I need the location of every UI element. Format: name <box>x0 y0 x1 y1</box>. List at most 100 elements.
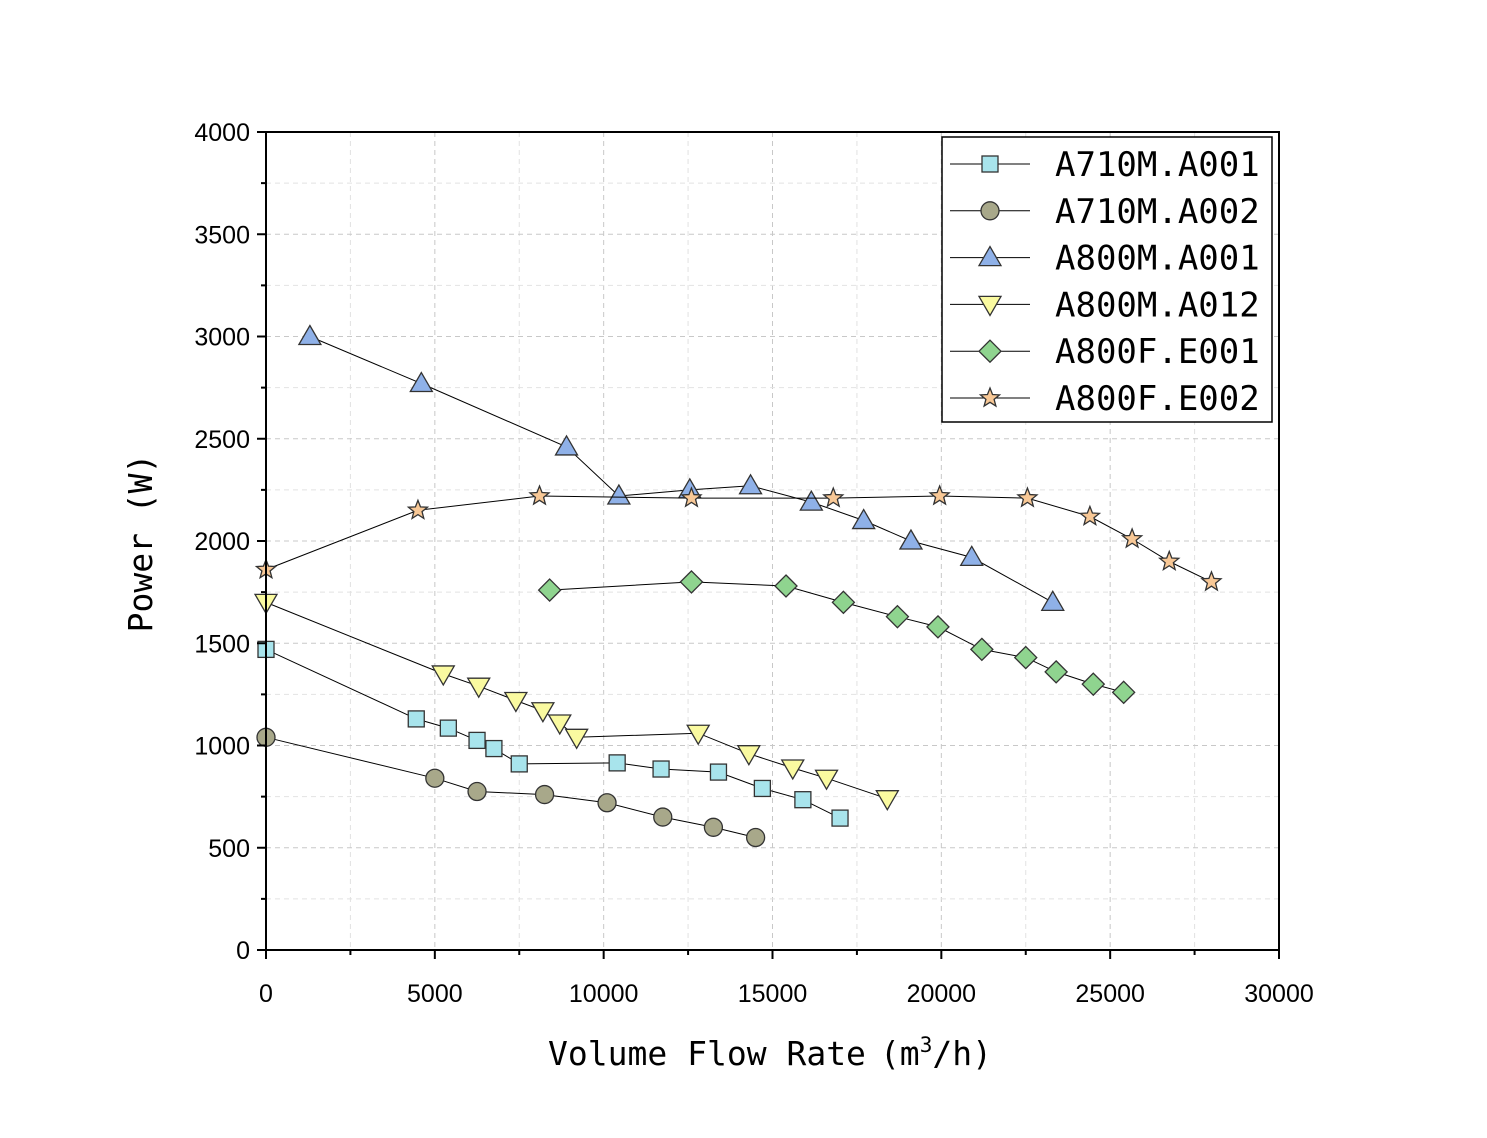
data-point <box>799 489 824 511</box>
data-point <box>875 790 900 811</box>
data-point <box>431 665 456 687</box>
data-point <box>851 508 876 530</box>
x-tick-label: 5000 <box>407 980 463 1008</box>
legend-label: A710M.A002 <box>1055 192 1260 232</box>
data-point <box>468 731 486 750</box>
data-point <box>1078 504 1102 527</box>
data-point <box>608 754 626 772</box>
data-point <box>1158 549 1181 571</box>
data-point <box>885 604 910 629</box>
data-point <box>898 528 924 550</box>
grid-lines <box>266 132 1279 950</box>
series-A800F.E002 <box>254 484 1223 592</box>
x-tick-label: 15000 <box>738 980 808 1008</box>
data-point <box>547 714 572 736</box>
data-point <box>466 677 491 699</box>
series-A800F.E001 <box>537 569 1136 705</box>
data-point <box>530 702 556 724</box>
legend-item: A710M.A001 <box>950 145 1260 185</box>
data-point <box>969 637 994 662</box>
y-tick-label: 2000 <box>194 528 250 556</box>
data-point <box>653 807 673 827</box>
legend-item: A800M.A012 <box>950 285 1260 325</box>
data-point <box>831 590 856 615</box>
series-A710M.A002 <box>256 727 766 848</box>
data-point <box>407 710 425 728</box>
data-point <box>297 324 323 346</box>
data-point <box>537 578 562 602</box>
data-point <box>597 793 617 813</box>
data-point <box>959 545 984 567</box>
data-point <box>1013 645 1038 670</box>
legend-box <box>941 136 1273 423</box>
data-point <box>831 809 849 827</box>
data-point <box>780 759 805 781</box>
x-axis-title-unit-prefix: (m <box>880 1034 920 1073</box>
y-tick-label: 1500 <box>194 630 250 658</box>
data-point <box>485 739 503 758</box>
legend-label: A800F.E001 <box>1055 332 1260 372</box>
data-point <box>1016 486 1039 508</box>
legend: A710M.A001 A710M.A002 A800M.A001 A800M.A012… <box>941 136 1273 423</box>
data-point <box>564 728 589 750</box>
legend-item: A800F.E001 <box>950 332 1260 372</box>
legend-item: A800F.E002 <box>950 379 1260 419</box>
series-A800M.A001 <box>297 324 1065 611</box>
data-point <box>425 768 445 788</box>
data-point <box>686 724 711 746</box>
data-point <box>467 781 487 802</box>
data-point <box>1040 590 1065 611</box>
data-point <box>503 691 529 713</box>
x-tick-label: 10000 <box>569 980 639 1008</box>
legend-item: A710M.A002 <box>950 192 1260 232</box>
data-point <box>1081 672 1106 697</box>
data-point <box>753 779 772 798</box>
legend-marker <box>978 386 1002 408</box>
y-tick-label: 2500 <box>194 426 250 454</box>
x-tick-label: 20000 <box>907 980 977 1008</box>
data-point <box>534 784 555 805</box>
data-point <box>554 434 579 456</box>
series-A800M.A012 <box>253 593 900 811</box>
data-point <box>822 486 845 508</box>
y-axis-title: Power (W) <box>121 454 160 633</box>
legend-label: A800M.A001 <box>1055 239 1260 279</box>
data-point <box>703 817 724 837</box>
legend-item: A800M.A001 <box>950 239 1260 279</box>
data-point <box>606 483 631 505</box>
legend-marker <box>977 245 1003 267</box>
data-point <box>709 763 728 781</box>
data-point <box>1111 680 1136 705</box>
x-tick-label: 25000 <box>1075 980 1145 1008</box>
x-axis-title-main: Volume Flow Rate <box>548 1034 866 1073</box>
legend-marker <box>981 155 999 173</box>
x-axis-title-unit-suffix: /h) <box>932 1034 992 1073</box>
data-point <box>439 719 457 737</box>
legend-marker <box>978 339 1002 364</box>
y-tick-label: 0 <box>236 937 250 965</box>
data-point <box>652 760 670 778</box>
x-tick-label: 0 <box>259 980 273 1008</box>
data-point <box>510 755 528 773</box>
y-tick-label: 1000 <box>194 733 250 761</box>
axes: 0 5000 10000 15000 20000 25000 30000 0 500 1000 15… <box>194 119 1313 1008</box>
series-A710M.A001 <box>257 640 849 827</box>
data-point <box>1120 527 1144 549</box>
legend-label: A710M.A001 <box>1055 145 1260 185</box>
data-point <box>738 473 763 495</box>
y-tick-label: 4000 <box>194 119 250 147</box>
data-point <box>406 498 430 520</box>
legend-marker <box>980 201 1000 221</box>
x-axis-title-unit-sup: 3 <box>920 1033 933 1057</box>
data-point <box>1200 570 1223 592</box>
legend-marker <box>977 295 1003 317</box>
y-tick-label: 500 <box>208 835 250 863</box>
data-point <box>1044 659 1069 684</box>
data-point <box>680 486 703 508</box>
legend-label: A800F.E002 <box>1055 379 1260 419</box>
y-tick-label: 3000 <box>194 324 250 352</box>
y-tick-label: 3500 <box>194 221 250 249</box>
data-point <box>679 569 704 594</box>
data-point <box>926 614 950 639</box>
x-tick-label: 30000 <box>1244 980 1314 1008</box>
